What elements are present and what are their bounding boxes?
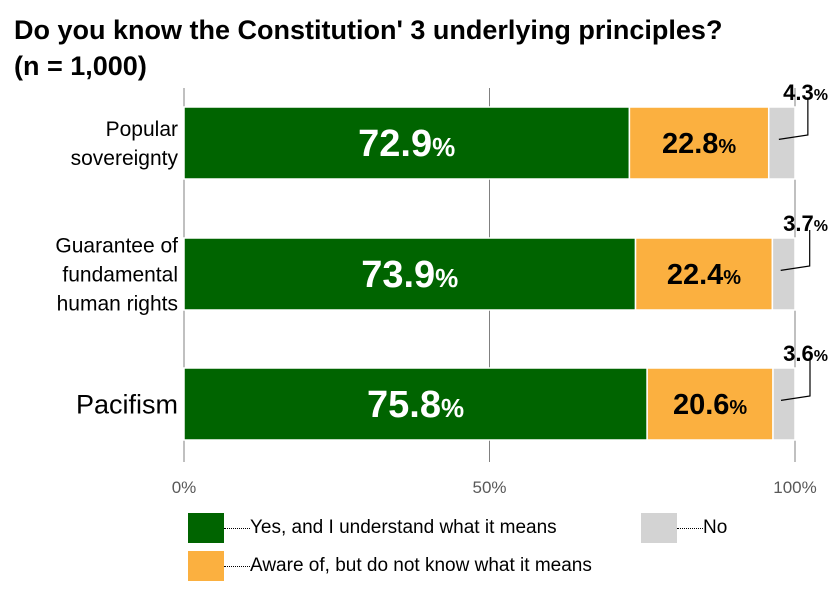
legend-label-yes: Yes, and I understand what it means — [250, 517, 557, 538]
leader-line-0 — [778, 99, 809, 140]
bar-0-2 — [767, 106, 796, 180]
bar-0-1 — [628, 106, 770, 180]
legend-swatch-yes — [188, 513, 224, 543]
legend-label-no: No — [703, 517, 728, 538]
chart-subtitle: (n = 1,000) — [14, 51, 147, 81]
bar-2-1 — [646, 367, 774, 441]
value-label-0-1: 22.8% — [662, 128, 736, 160]
value-label-0-2: 4.3% — [783, 80, 828, 105]
category-label-1: Guarantee of fundamental human rights — [55, 235, 178, 316]
chart-title-block: Do you know the Constitution' 3 underlyi… — [14, 12, 834, 84]
legend-leader-aware — [224, 565, 250, 567]
leader-line-1 — [780, 230, 811, 271]
legend-item-aware: Aware of, but do not know what it means — [188, 551, 592, 581]
category-label-2: Pacifism — [76, 390, 178, 420]
x-tick-label-1: 50% — [472, 478, 506, 497]
legend-leader-no — [677, 527, 703, 529]
bar-2-2 — [772, 367, 796, 441]
legend-leader-yes — [224, 527, 250, 529]
x-tick-label-0: 0% — [172, 478, 197, 497]
bar-1-0 — [183, 237, 637, 311]
bar-1-2 — [771, 237, 796, 311]
x-tick-label-2: 100% — [773, 478, 816, 497]
value-label-1-0: 73.9% — [361, 254, 458, 296]
value-label-1-2: 3.7% — [783, 211, 828, 236]
value-label-2-2: 3.6% — [783, 341, 828, 366]
value-label-2-1: 20.6% — [673, 389, 747, 421]
value-label-0-0: 72.9% — [358, 123, 455, 165]
value-label-2-0: 75.8% — [367, 384, 464, 426]
value-label-1-1: 22.4% — [667, 259, 741, 291]
legend-swatch-no — [641, 513, 677, 543]
bar-1-1 — [634, 237, 774, 311]
legend-item-yes: Yes, and I understand what it means — [188, 513, 557, 543]
leader-line-2 — [780, 360, 811, 401]
legend-swatch-aware — [188, 551, 224, 581]
legend-label-aware: Aware of, but do not know what it means — [250, 555, 592, 576]
chart-title: Do you know the Constitution' 3 underlyi… — [14, 15, 723, 45]
legend-item-no: No — [641, 513, 727, 543]
category-label-0: Popular sovereignty — [71, 118, 179, 170]
